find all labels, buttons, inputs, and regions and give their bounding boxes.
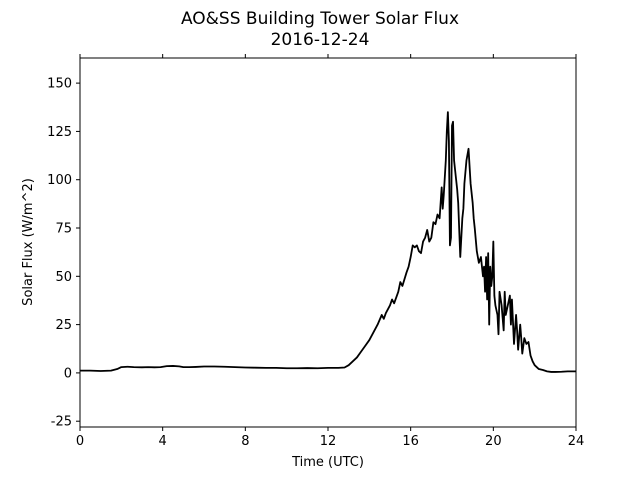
x-axis-ticks: 0 4 8 12 16 20 24 xyxy=(76,54,584,449)
x-tick-label: 0 xyxy=(76,434,84,449)
y-tick-label: -25 xyxy=(51,415,72,430)
x-axis-label: Time (UTC) xyxy=(291,455,364,470)
y-axis-label: Solar Flux (W/m^2) xyxy=(21,178,36,306)
x-tick-label: 4 xyxy=(159,434,167,449)
y-tick-label: 25 xyxy=(55,318,72,333)
y-tick-label: 75 xyxy=(55,222,72,237)
chart-subtitle: 2016-12-24 xyxy=(271,30,370,50)
x-tick-label: 20 xyxy=(485,434,502,449)
x-tick-label: 24 xyxy=(568,434,585,449)
x-tick-label: 8 xyxy=(241,434,249,449)
chart-title: AO&SS Building Tower Solar Flux xyxy=(181,9,459,29)
plot-frame xyxy=(79,57,577,428)
y-axis-ticks: -25 0 25 50 75 100 125 150 xyxy=(47,77,80,430)
y-tick-label: 0 xyxy=(64,366,72,381)
y-tick-label: 100 xyxy=(47,173,72,188)
y-tick-label: 150 xyxy=(47,77,72,92)
x-tick-label: 12 xyxy=(320,434,337,449)
y-tick-label: 125 xyxy=(47,125,72,140)
y-tick-label: 50 xyxy=(55,270,72,285)
x-tick-label: 16 xyxy=(402,434,419,449)
solar-flux-line xyxy=(80,111,576,373)
